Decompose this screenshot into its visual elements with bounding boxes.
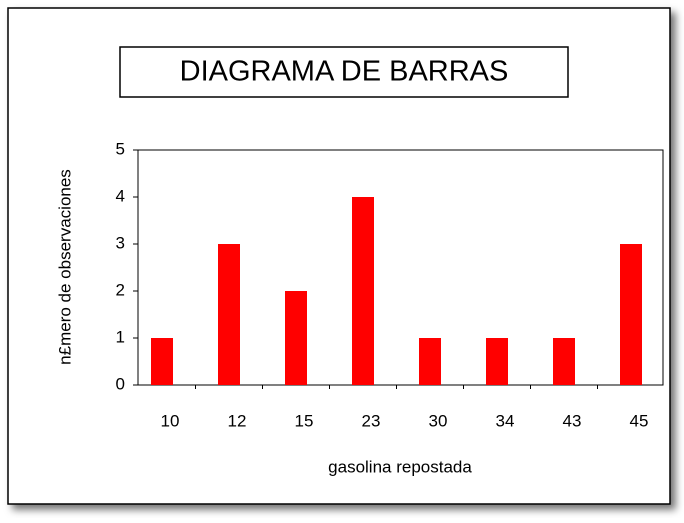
- plot-area: [137, 149, 664, 386]
- title-box: [119, 46, 569, 98]
- bar: [218, 244, 240, 385]
- y-tick-label: 0: [116, 374, 125, 393]
- x-tick-label: 43: [563, 411, 582, 430]
- y-tick-label: 3: [116, 233, 125, 252]
- y-tick-label: 2: [116, 280, 125, 299]
- x-tick-label: 45: [630, 411, 649, 430]
- bar: [419, 338, 441, 385]
- x-tick-label: 23: [362, 411, 381, 430]
- y-tick-label: 5: [116, 139, 125, 158]
- chart-title: DIAGRAMA DE BARRAS: [180, 56, 509, 88]
- y-tick-label: 1: [116, 327, 125, 346]
- bar: [620, 244, 642, 385]
- bar: [352, 197, 374, 385]
- x-axis-label: gasolina repostada: [328, 457, 472, 476]
- y-tick-label: 4: [116, 186, 125, 205]
- x-tick-label: 10: [161, 411, 180, 430]
- x-tick-label: 34: [496, 411, 515, 430]
- y-axis-label: n£mero de observaciones: [55, 169, 74, 365]
- bar: [553, 338, 575, 385]
- x-tick-label: 30: [429, 411, 448, 430]
- x-tick-label: 15: [295, 411, 314, 430]
- x-tick-label: 12: [228, 411, 247, 430]
- bar: [151, 338, 173, 385]
- bar: [285, 291, 307, 385]
- bar: [486, 338, 508, 385]
